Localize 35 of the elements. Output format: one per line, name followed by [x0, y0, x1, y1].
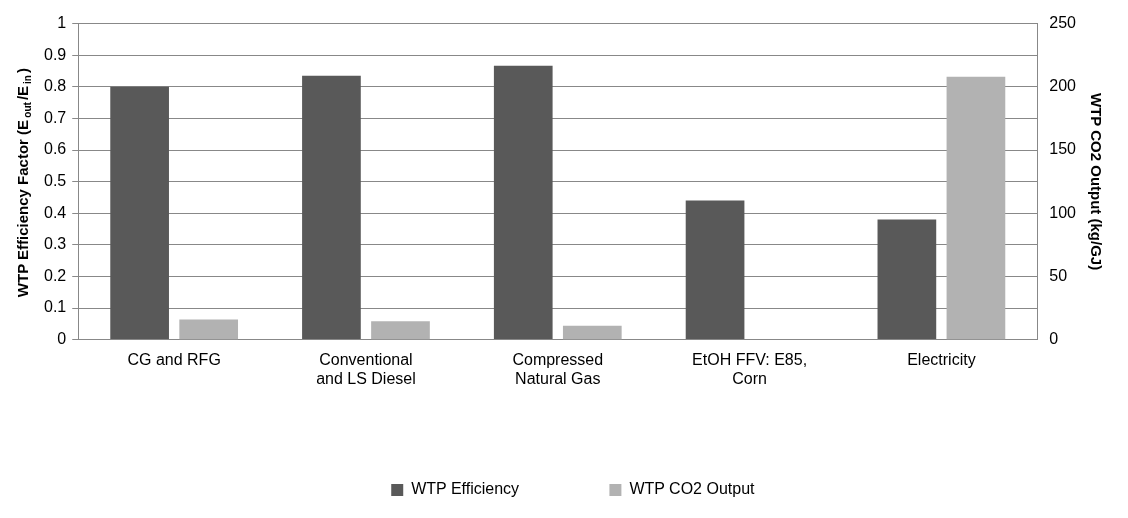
y-tick-label: 0.1 — [43, 298, 67, 316]
y2-tick-label: 50 — [1049, 266, 1068, 284]
y2-axis-title: WTP CO2 Output (kg/GJ) — [1087, 92, 1105, 271]
bar — [371, 321, 430, 340]
bar — [493, 65, 553, 340]
x-tick-label: Compressed Natural Gas — [512, 350, 604, 387]
y-tick-label: 0.7 — [43, 108, 67, 126]
x-tick-label: EtOH FFV: E85, Corn — [692, 350, 808, 387]
y-tick-label: 0.5 — [43, 172, 67, 190]
x-tick-label: Conventional and LS Diesel — [316, 350, 416, 387]
y2-tick-label: 150 — [1049, 140, 1077, 158]
y-tick-label: 0.4 — [43, 203, 67, 221]
y2-tick-label: 250 — [1049, 14, 1077, 32]
y2-tick-label: 200 — [1049, 77, 1077, 95]
x-tick-label: Electricity — [907, 350, 976, 368]
y-tick-label: 0 — [57, 330, 67, 348]
y-tick-label: 0.3 — [43, 235, 67, 253]
y-tick-label: 0.9 — [43, 45, 67, 63]
bar — [179, 319, 239, 340]
bar — [110, 86, 169, 340]
y-tick-label: 0.8 — [43, 77, 67, 95]
y2-tick-label: 0 — [1049, 330, 1059, 348]
y-tick-label: 0.2 — [43, 266, 67, 284]
legend-label: WTP CO2 Output — [629, 480, 756, 498]
y-tick-label: 1 — [57, 14, 67, 32]
bar — [562, 325, 622, 340]
y2-tick-label: 100 — [1049, 203, 1077, 221]
y-tick-label: 0.6 — [43, 140, 67, 158]
y-axis-title: WTP Efficiency Factor (Eout/Ein) — [14, 68, 33, 298]
bar — [685, 200, 745, 340]
bar — [302, 75, 361, 340]
bar — [946, 76, 1006, 340]
bar — [877, 219, 937, 340]
legend-label: WTP Efficiency — [411, 480, 520, 498]
x-tick-label: CG and RFG — [127, 350, 221, 368]
